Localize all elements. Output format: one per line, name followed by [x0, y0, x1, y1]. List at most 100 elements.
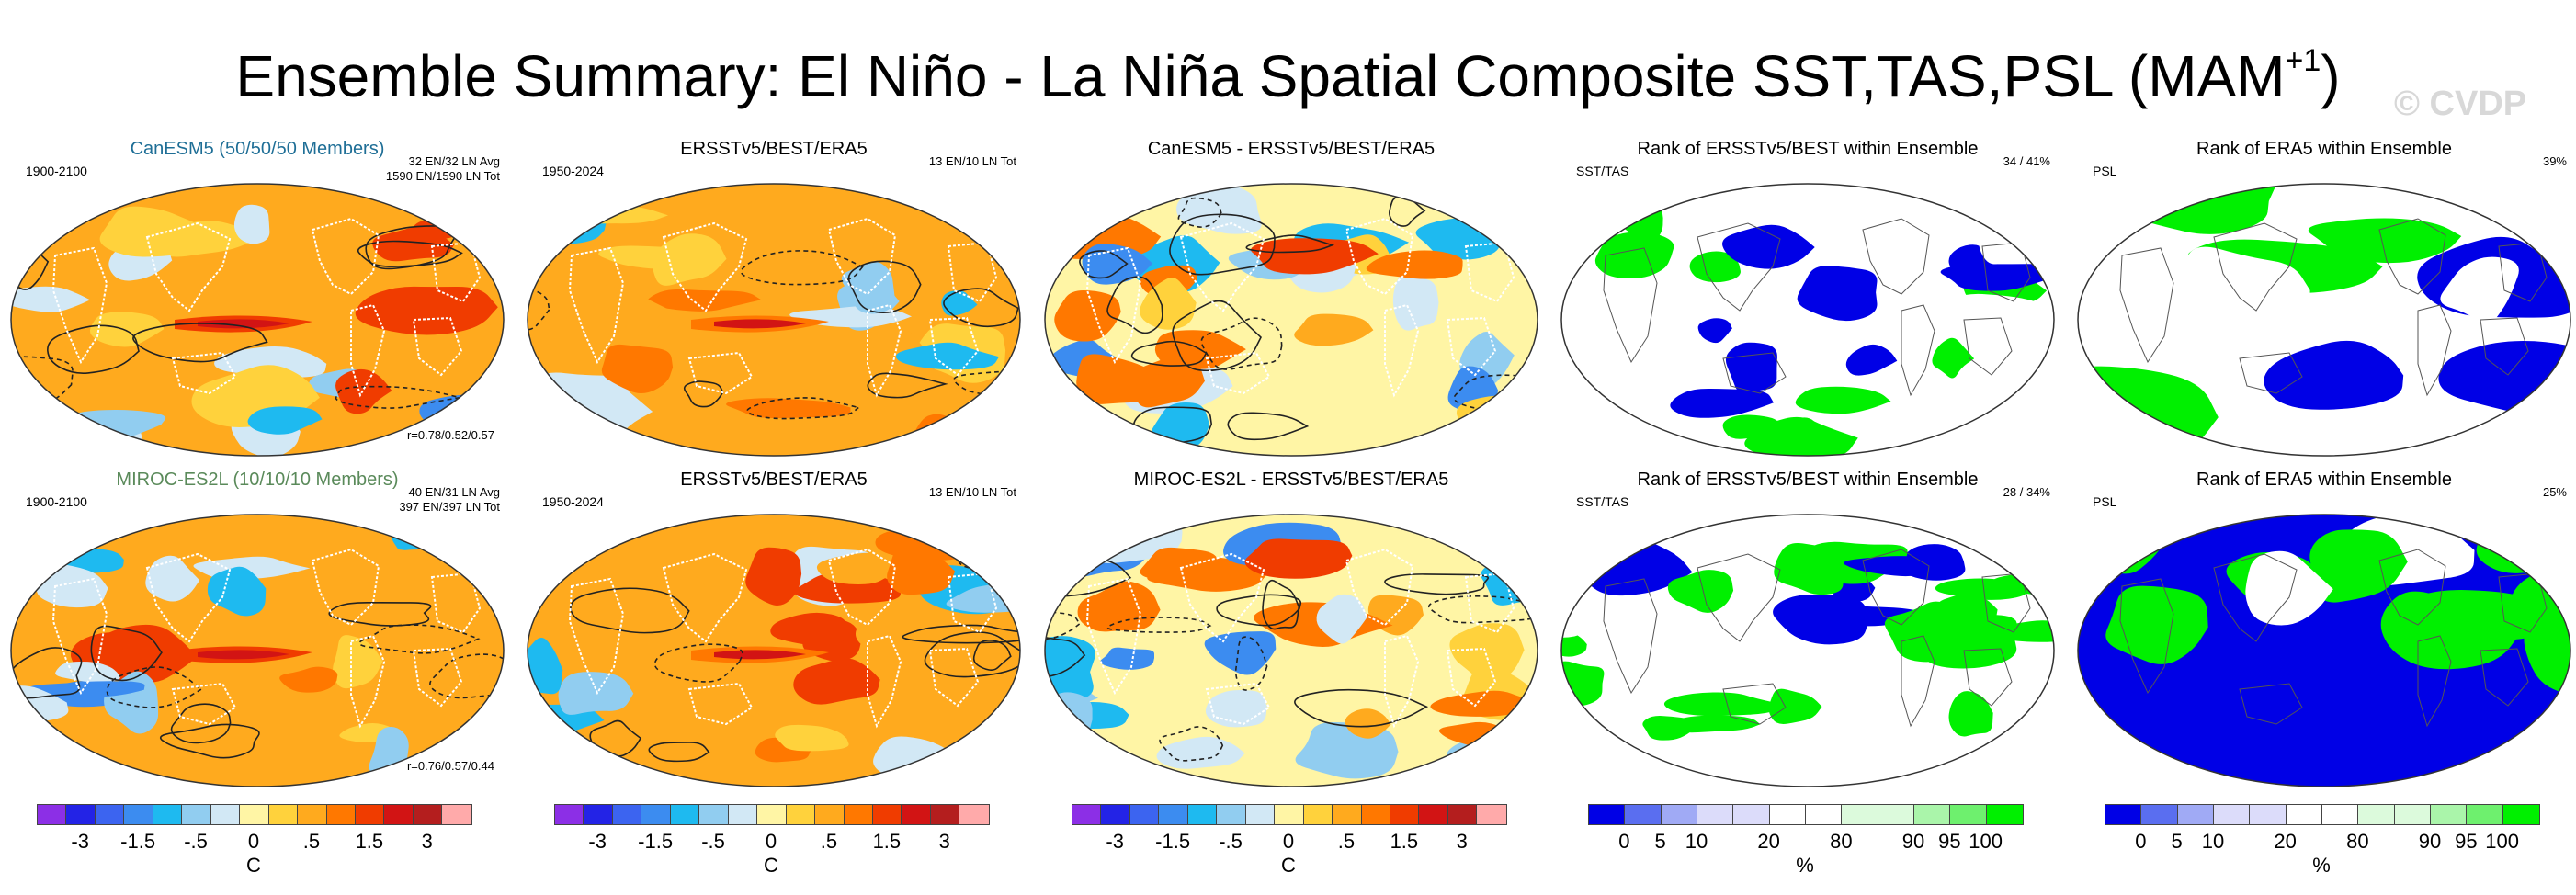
map-border [10, 183, 505, 457]
colorbar-swatch [124, 805, 153, 824]
psl-contour [924, 631, 1020, 678]
rank-patch [1948, 691, 1993, 737]
anomaly-patch [1204, 631, 1277, 675]
rank-patch [1612, 307, 1723, 367]
anomaly-patch [372, 227, 455, 262]
coastline [1722, 352, 1787, 394]
colorbar-unit-label: % [1796, 854, 1814, 877]
panel-title: Rank of ERA5 within Ensemble [2196, 470, 2452, 490]
colorbar-swatch [1447, 805, 1478, 824]
coastline [1345, 217, 1414, 296]
colorbar-swatch [1159, 805, 1188, 824]
coastline [568, 577, 625, 696]
map-border [527, 514, 1021, 787]
colorbar-swatch [2105, 805, 2142, 824]
psl-contour [956, 538, 1020, 571]
rank-patch [1561, 203, 1607, 244]
anomaly-patch [887, 546, 956, 595]
coastline [1205, 351, 1271, 395]
colorbar-swatch [1661, 805, 1697, 824]
anomaly-patch [91, 624, 198, 683]
map-border [1560, 183, 2055, 457]
count-line: 13 EN/10 LN Tot [928, 154, 1016, 168]
psl-contour [1169, 213, 1276, 276]
rank-patch [2440, 256, 2519, 323]
anomaly-patch [335, 368, 392, 414]
coastline [171, 682, 237, 726]
colorbar-unit-label: % [2312, 854, 2331, 877]
anomaly-patch [966, 184, 1020, 226]
colorbar-tick-label: -1.5 [638, 830, 674, 853]
anomaly-patch [279, 666, 338, 693]
coastline [51, 577, 108, 696]
rank-patch [1722, 224, 1815, 269]
coastline [2119, 247, 2174, 364]
colorbar-unit-label: C [246, 854, 261, 877]
colorbar-swatch [298, 805, 327, 824]
anomaly-patch [1045, 692, 1093, 745]
panel-period-label: SST/TAS [1576, 164, 1629, 178]
colorbar-swatch [1878, 805, 1914, 824]
anomaly-patch [233, 204, 270, 244]
coastline [1963, 648, 2013, 707]
psl-contour [648, 742, 710, 763]
panel-period-label: SST/TAS [1576, 494, 1629, 509]
psl-contour [1159, 726, 1224, 762]
robinson-map [2077, 514, 2571, 787]
cvdp-watermark: © CVDP [2394, 85, 2527, 123]
psl-contour [867, 372, 948, 399]
rank-patch [2245, 550, 2333, 626]
count-line: 397 EN/397 LN Tot [399, 500, 500, 514]
psl-contour [1227, 412, 1310, 441]
psl-contour [11, 356, 74, 413]
anomaly-patch [1140, 547, 1221, 584]
colorbar-swatch [1072, 805, 1102, 824]
coastline [2378, 218, 2446, 295]
panel-title: Rank of ERSSTv5/BEST within Ensemble [1637, 139, 1979, 159]
colorbar-swatch [728, 805, 758, 824]
coastline [1446, 316, 1497, 377]
colorbar-tick-label: -3 [1106, 830, 1124, 853]
anomaly-patch [1175, 185, 1262, 234]
map-panel: MIROC-ES2L (10/10/10 Members) 1900-2100 40… [9, 469, 505, 799]
anomaly-patch [793, 658, 880, 705]
coastline [1446, 647, 1497, 708]
colorbar-swatch [95, 805, 125, 824]
rank-patch [1642, 716, 1695, 741]
anomaly-patch [24, 681, 145, 697]
panel-period-label: PSL [2093, 164, 2117, 178]
colorbar-swatch [384, 805, 414, 824]
anomaly-patch [1140, 278, 1197, 330]
coastline [2239, 683, 2303, 725]
colorbar-swatch [2250, 805, 2287, 824]
anomaly-patch [1345, 708, 1391, 739]
rank-patch [1845, 344, 1898, 376]
coastline [2480, 648, 2529, 707]
colorbar-swatch [815, 805, 845, 824]
rank-patch [1844, 556, 1955, 577]
coastline [687, 682, 754, 726]
map-border [527, 183, 1021, 457]
anomaly-patch [647, 289, 762, 312]
anomaly-patch [1244, 538, 1353, 579]
colorbar-cells [554, 804, 990, 825]
colorbar-tick-label: -.5 [1219, 830, 1243, 853]
coastline [1345, 548, 1414, 627]
panel-title: MIROC-ES2L (10/10/10 Members) [116, 470, 399, 490]
anomaly-patch [726, 398, 851, 419]
colorbar-swatch [1986, 805, 2023, 824]
count-line: 25% [2542, 485, 2567, 499]
colorbar-swatch [210, 805, 241, 824]
panel-count-label: 25% [2543, 485, 2567, 500]
robinson-map [527, 514, 1021, 787]
count-line: 13 EN/10 LN Tot [928, 485, 1016, 499]
rank-patch [2438, 341, 2570, 416]
robinson-map [1560, 514, 2055, 787]
colorbar-tick-label: 3 [421, 830, 433, 853]
rank-patch [1932, 337, 1975, 379]
colorbar-tick-label: -1.5 [1155, 830, 1191, 853]
colorbar-tick-label: .5 [302, 830, 321, 853]
coastline [1085, 577, 1142, 696]
anomaly-patch [982, 192, 1020, 249]
coastline [145, 552, 232, 643]
